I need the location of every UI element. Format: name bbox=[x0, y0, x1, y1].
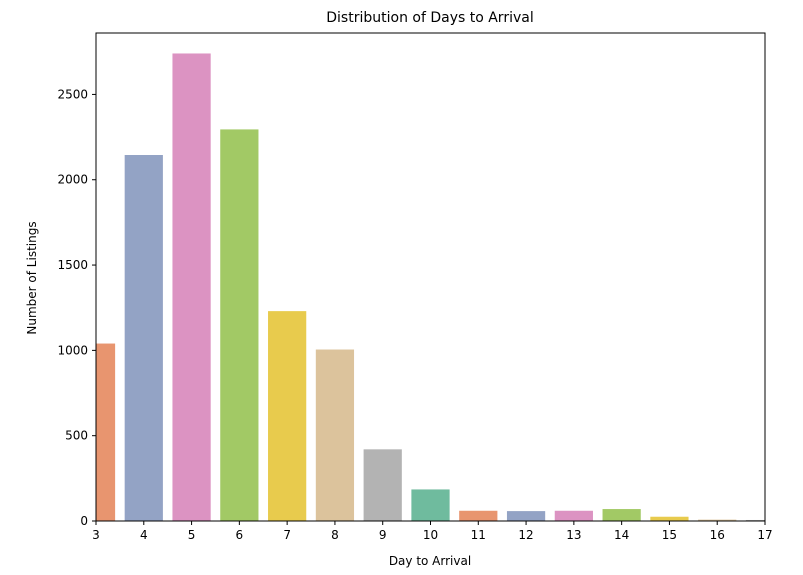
y-tick-label: 1000 bbox=[57, 343, 88, 357]
x-tick-label: 9 bbox=[379, 528, 387, 542]
bar-15 bbox=[650, 516, 689, 521]
x-tick-label: 15 bbox=[662, 528, 677, 542]
x-tick-label: 5 bbox=[188, 528, 196, 542]
bars-group bbox=[96, 53, 765, 522]
bar-3 bbox=[96, 343, 116, 521]
y-tick-label: 2500 bbox=[57, 87, 88, 101]
x-tick-label: 3 bbox=[92, 528, 100, 542]
x-axis-title: Day to Arrival bbox=[389, 554, 471, 568]
bar-10 bbox=[411, 489, 450, 521]
plot-frame bbox=[95, 32, 766, 522]
x-tick-label: 13 bbox=[566, 528, 581, 542]
x-tick-label: 16 bbox=[710, 528, 725, 542]
bar-12 bbox=[506, 511, 546, 521]
x-axis-ticks: 3 4 5 6 7 8 9 10 11 12 13 14 15 16 17 bbox=[92, 521, 773, 542]
bar-8 bbox=[315, 349, 355, 521]
x-tick-label: 17 bbox=[757, 528, 772, 542]
x-tick-label: 6 bbox=[236, 528, 244, 542]
x-tick-label: 8 bbox=[331, 528, 339, 542]
y-tick-label: 0 bbox=[80, 514, 88, 528]
x-tick-label: 12 bbox=[518, 528, 533, 542]
x-tick-label: 11 bbox=[471, 528, 486, 542]
x-tick-label: 4 bbox=[140, 528, 148, 542]
y-tick-label: 2000 bbox=[57, 173, 88, 187]
bar-16 bbox=[698, 519, 737, 521]
y-axis-ticks: 0 500 1000 1500 2000 2500 bbox=[57, 87, 96, 528]
chart-title: Distribution of Days to Arrival bbox=[326, 10, 533, 26]
x-tick-label: 10 bbox=[423, 528, 438, 542]
bar-7 bbox=[268, 311, 307, 521]
bar-6 bbox=[220, 129, 259, 522]
y-axis-title: Number of Listings bbox=[25, 221, 39, 334]
y-tick-label: 500 bbox=[65, 429, 88, 443]
bar-5 bbox=[172, 53, 211, 521]
bar-11 bbox=[459, 510, 498, 521]
bar-13 bbox=[554, 510, 593, 521]
x-tick-label: 14 bbox=[614, 528, 629, 542]
bar-9 bbox=[363, 449, 402, 521]
y-tick-label: 1500 bbox=[57, 258, 88, 272]
bar-4 bbox=[124, 155, 163, 521]
bar-17 bbox=[745, 519, 765, 521]
x-tick-label: 7 bbox=[283, 528, 291, 542]
bar-14 bbox=[602, 509, 641, 521]
